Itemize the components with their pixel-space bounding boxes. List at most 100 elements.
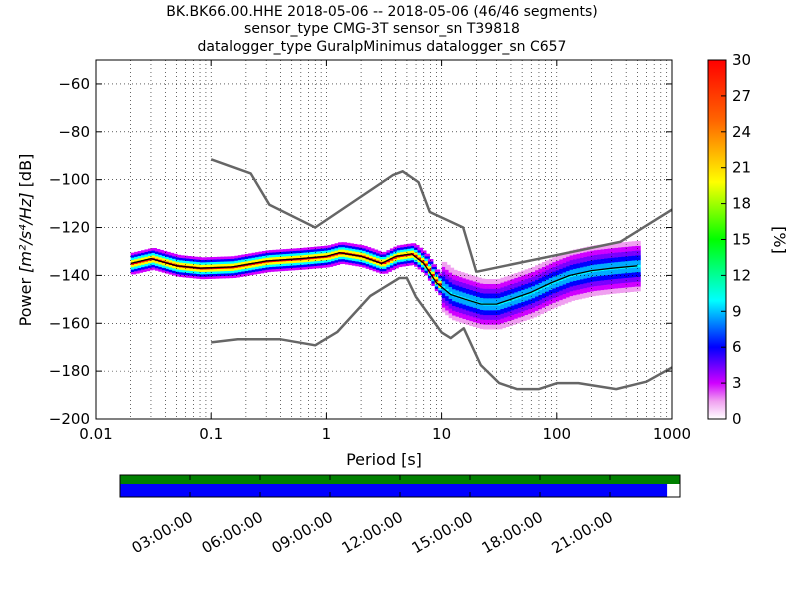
heatmap-cell (617, 261, 624, 265)
heatmap-cell (431, 271, 437, 275)
heatmap-cell (597, 278, 603, 281)
heatmap-cell (455, 299, 462, 303)
heatmap-cell (338, 249, 344, 253)
heatmap-cell (445, 286, 451, 289)
heatmap-cell (569, 276, 576, 280)
heatmap-cell (472, 278, 479, 282)
heatmap-cell (521, 270, 527, 274)
heatmap-cell (154, 251, 161, 254)
heatmap-cell (586, 253, 593, 257)
heatmap-cell (479, 297, 486, 301)
heatmap-cell (472, 319, 479, 323)
heatmap-cell (441, 285, 448, 289)
heatmap-cell (583, 280, 589, 284)
heatmap-cell (621, 251, 627, 255)
heatmap-cell (521, 284, 527, 288)
heatmap-cell (448, 272, 455, 276)
heatmap-cell (358, 259, 365, 263)
heatmap-cell (220, 261, 227, 265)
heatmap-cell (331, 263, 337, 266)
heatmap-cell (600, 292, 607, 295)
heatmap-cell (590, 279, 596, 282)
heatmap-cell (500, 299, 506, 302)
heatmap-cell (265, 262, 271, 265)
heatmap-cell (524, 278, 531, 282)
heatmap-cell (531, 283, 538, 287)
heatmap-cell (189, 273, 195, 276)
colorbar-tick-label: 18 (732, 195, 751, 213)
heatmap-cell (452, 274, 458, 278)
heatmap-cell (441, 290, 448, 294)
heatmap-cell (614, 250, 621, 253)
y-axis-label-prefix: Power (16, 273, 35, 326)
heatmap-cell (576, 282, 583, 285)
heatmap-cell (310, 258, 316, 262)
heatmap-cell (452, 303, 458, 306)
heatmap-cell (617, 268, 624, 272)
heatmap-cell (327, 257, 334, 260)
heatmap-cell (604, 289, 610, 293)
heatmap-cell (286, 251, 292, 254)
heatmap-cell (434, 283, 441, 287)
heatmap-cell (521, 275, 527, 278)
heatmap-cell (462, 321, 468, 324)
heatmap-cell (552, 283, 558, 287)
heatmap-cell (624, 289, 631, 293)
x-tick-label: 1 (322, 425, 332, 443)
heatmap-cell (486, 295, 493, 299)
heatmap-cell (611, 255, 617, 258)
low-noise-model-line (211, 276, 672, 391)
heatmap-cell (517, 305, 524, 308)
heatmap-cell (562, 298, 569, 302)
heatmap-cell (334, 259, 341, 263)
heatmap-cell (614, 271, 621, 275)
heatmap-cell (593, 288, 600, 291)
heatmap-cell (230, 256, 237, 259)
heatmap-cell (313, 253, 320, 257)
heatmap-cell (410, 255, 417, 258)
heatmap-cell (286, 253, 292, 257)
heatmap-cell (134, 254, 140, 257)
heatmap-cell (476, 315, 482, 319)
heatmap-cell (175, 254, 182, 258)
heatmap-cell (607, 250, 614, 254)
heatmap-cell (448, 310, 455, 314)
heatmap-cell (455, 297, 462, 300)
heatmap-cell (573, 283, 579, 286)
heatmap-cell (555, 270, 562, 273)
heatmap-cell (611, 259, 617, 263)
heatmap-cell (631, 284, 638, 287)
heatmap-cell (590, 257, 596, 261)
heatmap-cell (265, 269, 271, 273)
heatmap-cell (607, 277, 614, 280)
heatmap-cell (327, 264, 334, 267)
heatmap-cell (362, 248, 368, 251)
heatmap-cell (528, 308, 534, 312)
heatmap-cell (621, 258, 627, 262)
heatmap-cell (510, 317, 517, 320)
heatmap-cell (144, 261, 151, 264)
heatmap-cell (573, 295, 579, 298)
heatmap-cell (597, 287, 603, 291)
heatmap-cell (562, 284, 569, 287)
heatmap-cell (486, 298, 493, 301)
heatmap-cell (579, 286, 586, 289)
heatmap-cell (604, 265, 610, 269)
heatmap-cell (597, 249, 603, 253)
heatmap-cell (424, 265, 430, 269)
heatmap-cell (244, 258, 251, 262)
heatmap-cell (517, 290, 524, 294)
heatmap-cell (535, 279, 541, 283)
heatmap-cell (300, 264, 306, 268)
heatmap-cell (579, 255, 586, 258)
heatmap-cell (452, 312, 458, 316)
heatmap-cell (147, 260, 154, 264)
heatmap-cell (517, 302, 524, 306)
heatmap-cell (403, 246, 410, 250)
heatmap-cell (493, 295, 500, 299)
heatmap-cell (130, 259, 137, 263)
heatmap-cell (541, 261, 548, 265)
heatmap-cell (514, 320, 520, 324)
heatmap-cell (355, 256, 361, 260)
heatmap-cell (344, 254, 351, 258)
